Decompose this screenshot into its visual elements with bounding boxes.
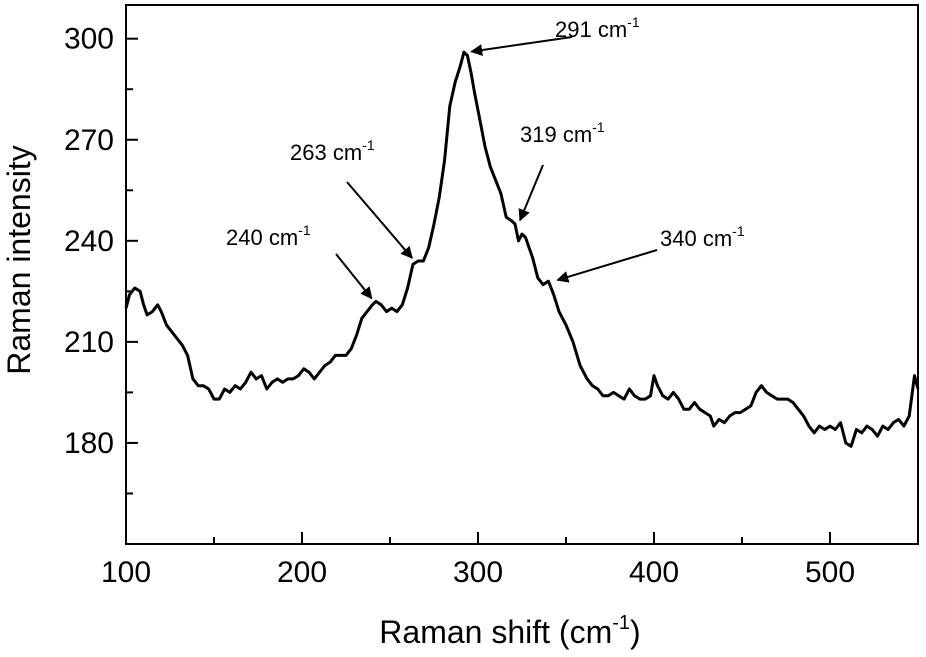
annotation-arrow xyxy=(335,253,373,300)
annotation-label-sup: -1 xyxy=(592,119,605,135)
annotation-label-sup: -1 xyxy=(298,222,311,238)
annotation-arrow xyxy=(518,164,544,222)
x-tick-label: 200 xyxy=(277,556,327,589)
x-axis-title: Raman shift (cm-1) xyxy=(379,612,640,650)
annotation-label-sup: -1 xyxy=(627,14,640,30)
y-tick-label: 180 xyxy=(64,427,114,460)
x-tick-label: 500 xyxy=(805,556,855,589)
annotation-label-sup: -1 xyxy=(362,137,375,153)
annotation-label: 340 cm-1 xyxy=(660,223,745,251)
annotation-label: 263 cm-1 xyxy=(290,137,375,165)
annotation-arrow xyxy=(556,249,658,283)
y-tick-label: 300 xyxy=(64,23,114,56)
axis-tick-labels: 100 200 300 400 500 180 210 240 270 300 xyxy=(64,23,855,589)
annotation-label-main: 340 cm xyxy=(660,226,732,251)
annotation-label-main: 240 cm xyxy=(226,225,298,250)
x-axis-title-sup: -1 xyxy=(612,612,630,634)
x-tick-label: 400 xyxy=(629,556,679,589)
y-tick-label: 210 xyxy=(64,326,114,359)
y-tick-label: 270 xyxy=(64,124,114,157)
annotation-label-main: 263 cm xyxy=(290,140,362,165)
annotation-240-cm: 240 cm-1 xyxy=(226,222,373,300)
x-tick-label: 100 xyxy=(101,556,151,589)
x-axis-title-close: ) xyxy=(630,614,641,650)
axis-ticks xyxy=(125,37,919,544)
annotation-263-cm: 263 cm-1 xyxy=(290,137,413,259)
annotation-291-cm: 291 cm-1 xyxy=(470,14,640,56)
series-line xyxy=(124,50,920,448)
annotation-arrow xyxy=(346,181,413,259)
plot-border xyxy=(125,4,919,545)
x-axis-title-main: Raman shift (cm xyxy=(379,614,612,650)
y-axis-title: Raman intensity xyxy=(1,145,37,374)
annotation-label-sup: -1 xyxy=(732,223,745,239)
annotation-319-cm: 319 cm-1 xyxy=(518,119,605,222)
y-tick-label: 240 xyxy=(64,225,114,258)
annotation-label: 319 cm-1 xyxy=(520,119,605,147)
annotation-arrow xyxy=(470,36,573,56)
annotation-340-cm: 340 cm-1 xyxy=(556,223,745,283)
annotation-label: 240 cm-1 xyxy=(226,222,311,250)
x-tick-label: 300 xyxy=(453,556,503,589)
annotation-label-main: 319 cm xyxy=(520,122,592,147)
plot-frame xyxy=(125,4,919,545)
